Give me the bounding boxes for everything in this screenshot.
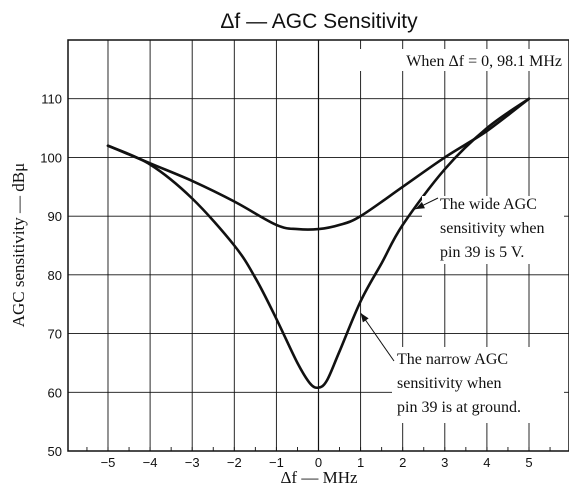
x-tick-label: −3 — [185, 455, 200, 470]
frequency-note: When Δf = 0, 98.1 MHz — [406, 53, 562, 70]
annotation-text: pin 39 is 5 V. — [440, 244, 524, 261]
x-tick-label: −4 — [143, 455, 158, 470]
narrow-agc-curve — [106, 97, 531, 390]
series-lines — [106, 97, 531, 390]
annotation-leader — [360, 312, 395, 362]
x-tick-label: 2 — [399, 455, 406, 470]
annotations: The wide AGC sensitivity when pin 39 is 5 … — [360, 196, 564, 423]
tick-labels: −5 −4 −3 −2 −1 0 1 2 3 4 5 50 60 70 80 90 100 110 — [40, 92, 532, 470]
chart-title: Δf — AGC Sensitivity — [220, 10, 418, 33]
y-tick-label: 70 — [48, 327, 62, 342]
x-tick-label: 0 — [315, 455, 322, 470]
x-tick-label: 3 — [441, 455, 448, 470]
note-background — [354, 49, 566, 71]
annotation-text: The narrow AGC — [397, 351, 508, 368]
x-tick-label: 4 — [483, 455, 490, 470]
x-tick-label: −1 — [269, 455, 284, 470]
x-tick-label: −2 — [227, 455, 242, 470]
annotation-text: sensitivity when — [440, 220, 544, 237]
wide-agc-curve — [106, 97, 531, 231]
annotation-arrowhead — [360, 313, 369, 323]
y-tick-label: 90 — [48, 209, 62, 224]
annotation-text: The wide AGC — [440, 196, 537, 213]
x-tick-label: 1 — [357, 455, 364, 470]
y-tick-label: 80 — [48, 268, 62, 283]
x-axis-label: Δf — MHz — [280, 468, 357, 487]
y-tick-label: 50 — [48, 444, 62, 459]
plot-frame — [67, 39, 569, 452]
annotation-background — [422, 196, 564, 264]
y-tick-label: 100 — [40, 150, 62, 165]
annotation-text: pin 39 is at ground. — [397, 399, 521, 416]
y-tick-label: 110 — [41, 92, 62, 107]
annotation-background — [392, 347, 564, 423]
y-axis-label: AGC sensitivity — dBμ — [9, 163, 28, 328]
x-tick-label: 5 — [525, 455, 532, 470]
x-tick-label: −5 — [101, 455, 116, 470]
y-tick-label: 60 — [48, 385, 62, 400]
annotation-text: sensitivity when — [397, 375, 501, 392]
annotation-arrowhead — [415, 201, 425, 210]
